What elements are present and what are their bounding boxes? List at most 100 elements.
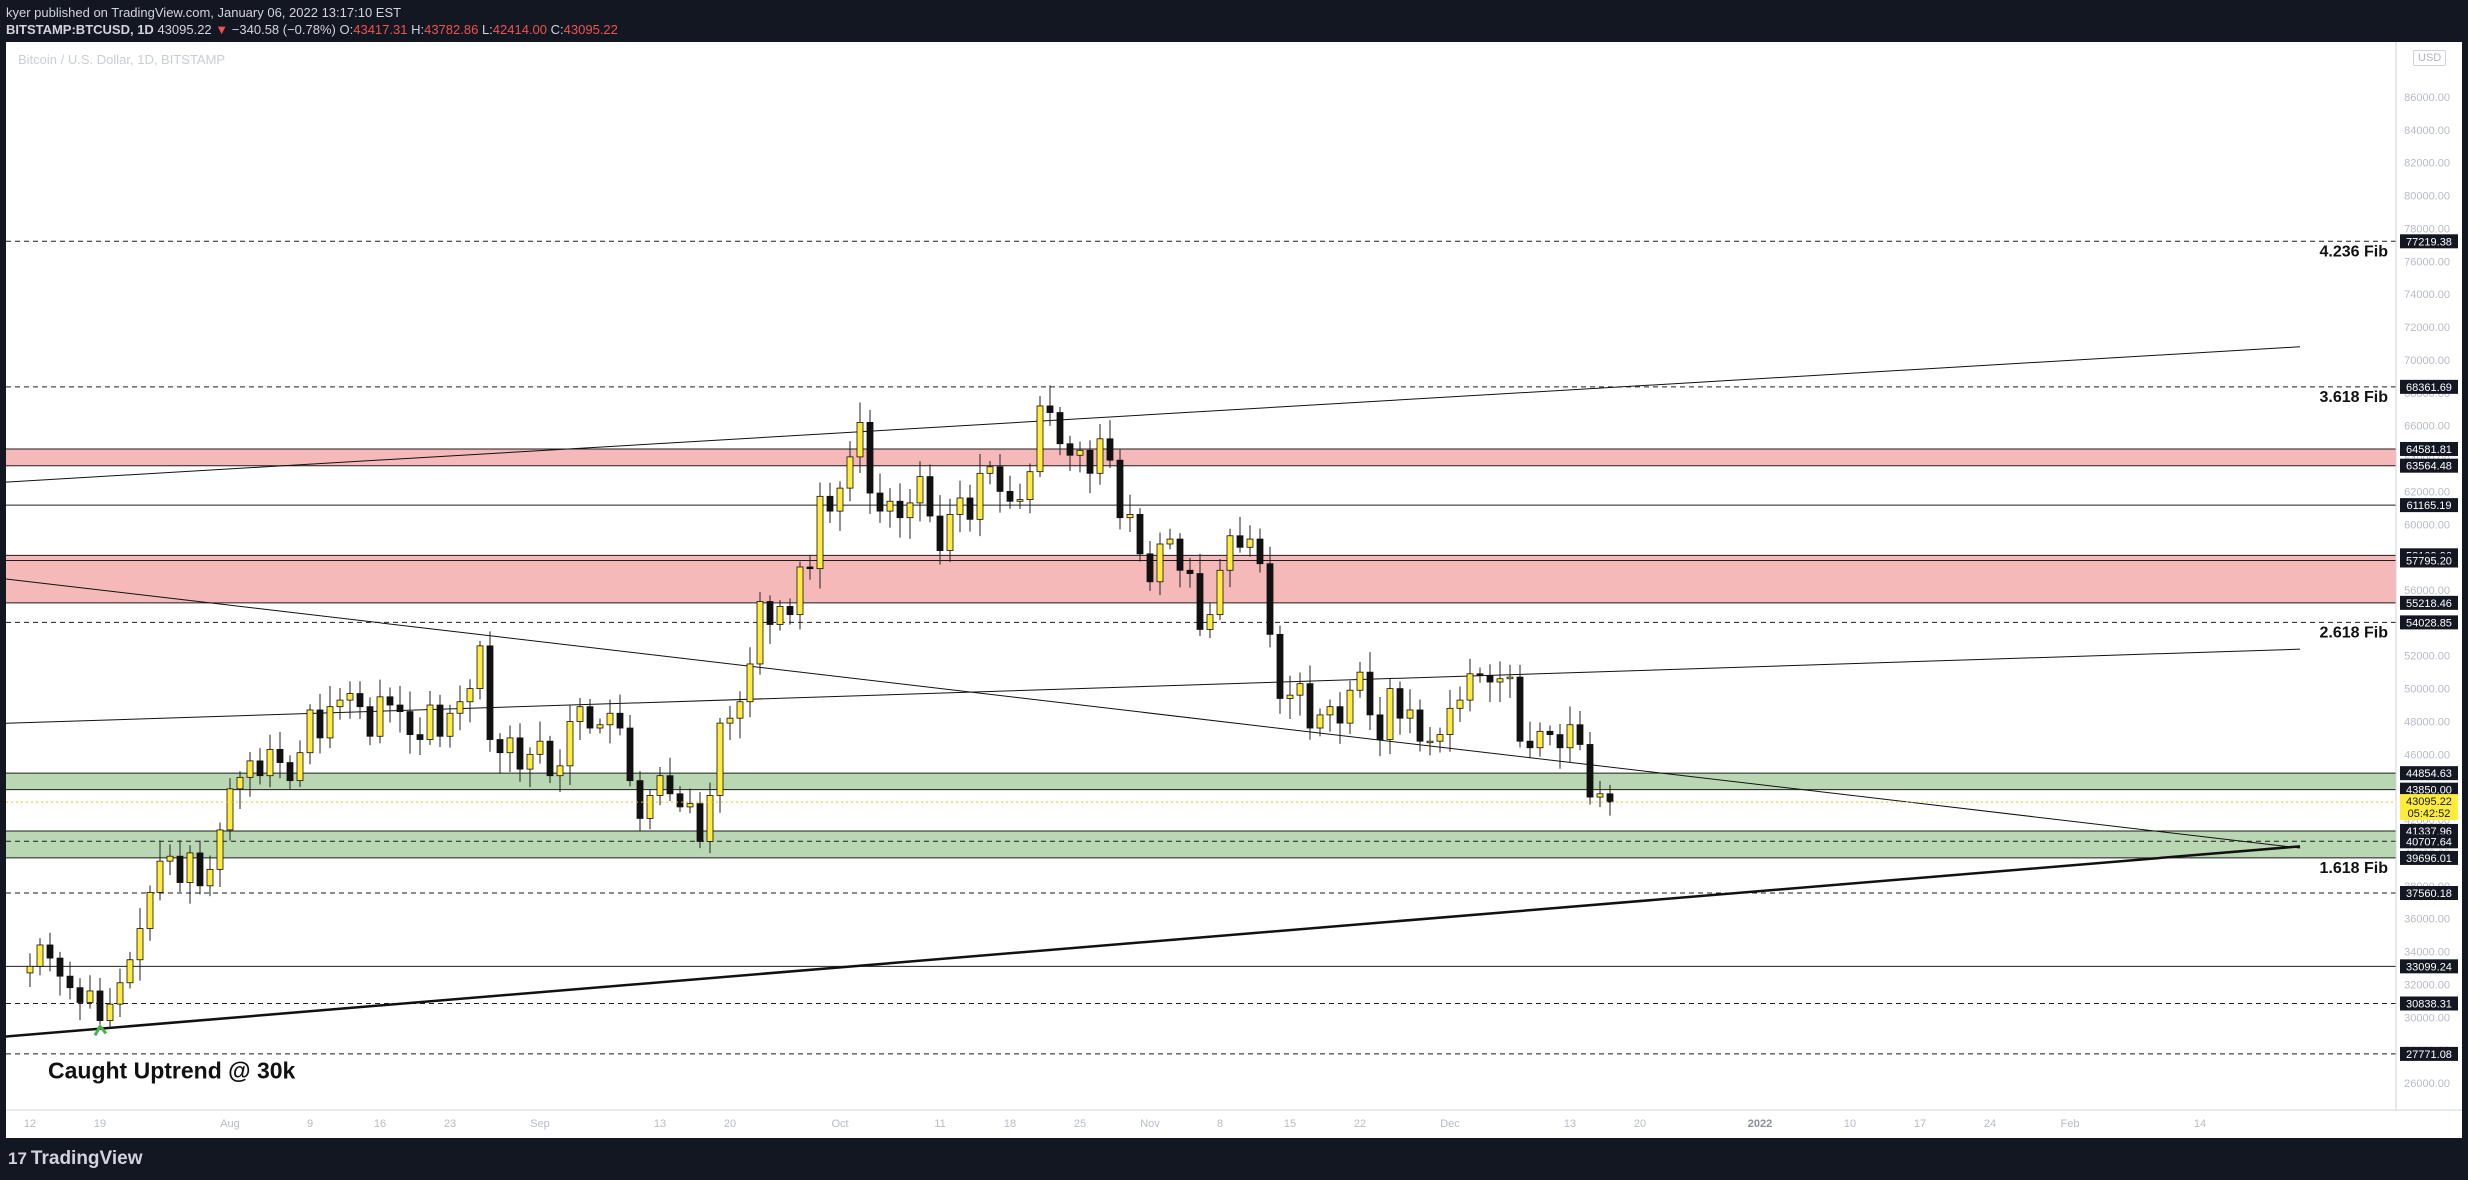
candle-body — [1026, 471, 1034, 501]
candle-body — [1576, 724, 1584, 745]
candle-body — [26, 965, 34, 974]
candle-body — [376, 696, 384, 737]
level-label: 64581.81 — [2406, 444, 2452, 456]
price-axis-background — [2396, 42, 2462, 1110]
candle-body — [396, 704, 404, 713]
candle-body — [1306, 683, 1314, 729]
candle-body — [1146, 553, 1154, 583]
last-price: 43095.22 — [157, 22, 212, 37]
level-label-box — [2400, 595, 2458, 610]
candle-body — [926, 476, 934, 517]
level-label: 61165.19 — [2406, 500, 2451, 512]
candle-body — [386, 696, 394, 706]
high-label: H: — [411, 22, 425, 37]
y-tick-label: 48000.00 — [2404, 716, 2450, 728]
candle-body — [1066, 443, 1074, 456]
chart-title: Bitcoin / U.S. Dollar, 1D, BITSTAMP — [18, 52, 226, 67]
tradingview-logo[interactable]: 17 TradingView — [8, 1148, 143, 1170]
x-tick-label: 17 — [1914, 1118, 1926, 1130]
level-label-box — [2400, 996, 2458, 1011]
candle-body — [656, 775, 664, 796]
level-label: 57795.20 — [2406, 555, 2452, 567]
candle-body — [1376, 714, 1384, 740]
candle-body — [326, 706, 334, 739]
candle-body — [1046, 405, 1054, 413]
x-tick-label: 25 — [1074, 1118, 1086, 1130]
candle-body — [146, 891, 154, 929]
candle-body — [346, 693, 354, 701]
candle-body — [1436, 734, 1444, 742]
candle-body — [896, 500, 904, 519]
candle-body — [1246, 538, 1254, 548]
level-label-box — [2400, 379, 2458, 394]
candle-body — [1006, 490, 1014, 502]
level-label-box — [2400, 834, 2458, 849]
price-chart[interactable]: 26000.0028000.0030000.0032000.0034000.00… — [6, 42, 2462, 1138]
candle-body — [1176, 538, 1184, 571]
trendline — [6, 845, 2301, 1038]
tradingview-logo-icon: 17 — [8, 1149, 27, 1168]
x-tick-label: Aug — [220, 1118, 240, 1130]
low-label: L: — [481, 22, 493, 37]
candle-body — [106, 1003, 114, 1021]
candle-body — [426, 704, 434, 740]
candle-body — [816, 495, 824, 570]
x-tick-label: 20 — [1634, 1118, 1646, 1130]
candle-body — [1296, 683, 1304, 696]
level-label-box — [2400, 782, 2458, 797]
x-tick-label: 22 — [1354, 1118, 1366, 1130]
candle-body — [446, 712, 454, 737]
y-tick-label: 72000.00 — [2404, 322, 2450, 334]
candle-body — [466, 688, 474, 703]
candle-body — [66, 975, 74, 989]
candle-body — [666, 775, 674, 795]
y-tick-label: 30000.00 — [2404, 1012, 2450, 1024]
candle-body — [1126, 514, 1134, 519]
candle-body — [206, 868, 214, 887]
candle-body — [306, 709, 314, 754]
candle-body — [1286, 694, 1294, 699]
level-label: 55218.46 — [2406, 598, 2452, 610]
candle-body — [1096, 438, 1104, 474]
open-value: 43417.31 — [353, 22, 408, 37]
candle-body — [706, 795, 714, 842]
price-zone — [6, 773, 2396, 790]
candle-body — [356, 693, 364, 708]
level-label-box — [2400, 458, 2458, 473]
candle-body — [526, 753, 534, 770]
candle-body — [1196, 573, 1204, 630]
candle-body — [456, 701, 464, 714]
candle-body — [96, 990, 104, 1021]
currency-badge[interactable]: USD — [2413, 50, 2447, 66]
candle-body — [1206, 614, 1214, 630]
uptrend-arrow-icon — [93, 1023, 108, 1037]
y-tick-label: 52000.00 — [2404, 651, 2450, 663]
candle-body — [486, 645, 494, 740]
chart-frame[interactable]: 26000.0028000.0030000.0032000.0034000.00… — [6, 42, 2462, 1138]
candle-body — [1276, 633, 1284, 699]
candle-body — [416, 734, 424, 740]
x-tick-label: 11 — [934, 1118, 945, 1130]
x-tick-label: 10 — [1844, 1118, 1856, 1130]
candle-body — [636, 780, 644, 819]
y-tick-label: 80000.00 — [2404, 191, 2450, 203]
level-label-box — [2400, 850, 2458, 865]
price-zone — [6, 448, 2396, 466]
candle-body — [336, 699, 344, 708]
candle-body — [1506, 676, 1514, 680]
x-tick-label: Oct — [831, 1118, 848, 1130]
level-label-box — [2400, 766, 2458, 781]
candle-body — [236, 776, 244, 790]
x-tick-label: 12 — [24, 1118, 36, 1130]
level-label: 27771.08 — [2406, 1049, 2452, 1061]
candle-body — [946, 514, 954, 551]
candle-body — [786, 606, 794, 616]
candle-body — [1546, 730, 1554, 736]
candle-body — [1566, 724, 1574, 749]
candle-body — [846, 456, 854, 489]
candle-body — [1556, 734, 1564, 749]
candle-body — [406, 711, 414, 736]
candle-body — [36, 944, 44, 967]
chart-header: kyer published on TradingView.com, Janua… — [0, 0, 2468, 42]
candle-body — [746, 663, 754, 703]
